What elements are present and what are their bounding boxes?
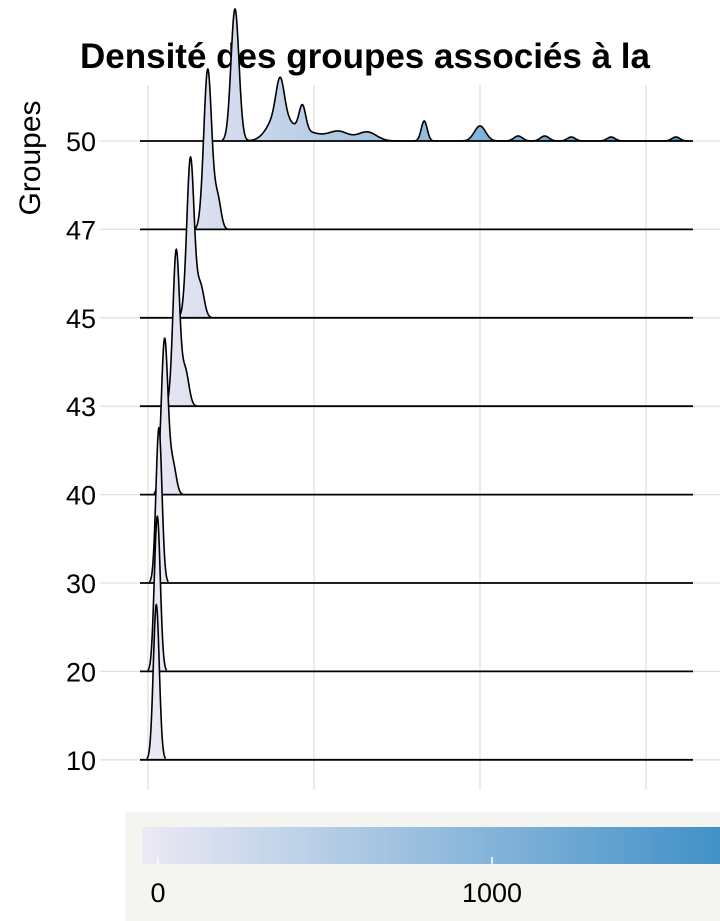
ridge-30 [140,426,693,584]
ridges [140,7,693,761]
y-tick-label-43: 43 [66,392,96,422]
y-tick-label-10: 10 [66,746,96,776]
ridge-47 [140,68,693,231]
y-tick-label-40: 40 [66,481,96,511]
y-tick-label-20: 20 [66,657,96,687]
ridge-outline-20 [147,514,168,672]
y-tick-label-50: 50 [66,127,96,157]
ridge-20 [140,514,693,673]
legend-color-bar [142,827,720,864]
y-tick-label-45: 45 [66,304,96,334]
ridge-fill-50 [222,9,689,141]
chart-title: Densité des groupes associés à la [80,37,651,76]
legend-tick-label: 0 [150,878,165,908]
ridge-10 [140,603,693,761]
ridge-40 [140,337,693,496]
y-tick-label-47: 47 [66,215,96,245]
ridge-outline-47 [194,68,229,230]
y-axis-label: Groupes [14,100,47,215]
ridge-outline-10 [146,603,167,760]
ridge-45 [140,155,693,319]
color-legend: 0 1000 [125,812,720,921]
ridge-outline-30 [148,426,169,583]
legend-tick-label: 1000 [462,878,522,908]
ridge-outline-43 [165,248,198,407]
y-tick-label-30: 30 [66,569,96,599]
ridge-fill-45 [178,157,213,318]
ridge-fill-43 [165,249,197,407]
ridge-outline-45 [178,155,213,319]
ridge-fill-47 [195,69,229,230]
y-tick-labels: 10 20 30 40 43 45 47 50 [66,127,96,776]
ridge-50 [140,7,693,142]
ridge-outline-50 [221,7,689,142]
legend-ticks: 0 1000 [150,857,522,908]
ridge-43 [140,248,693,408]
